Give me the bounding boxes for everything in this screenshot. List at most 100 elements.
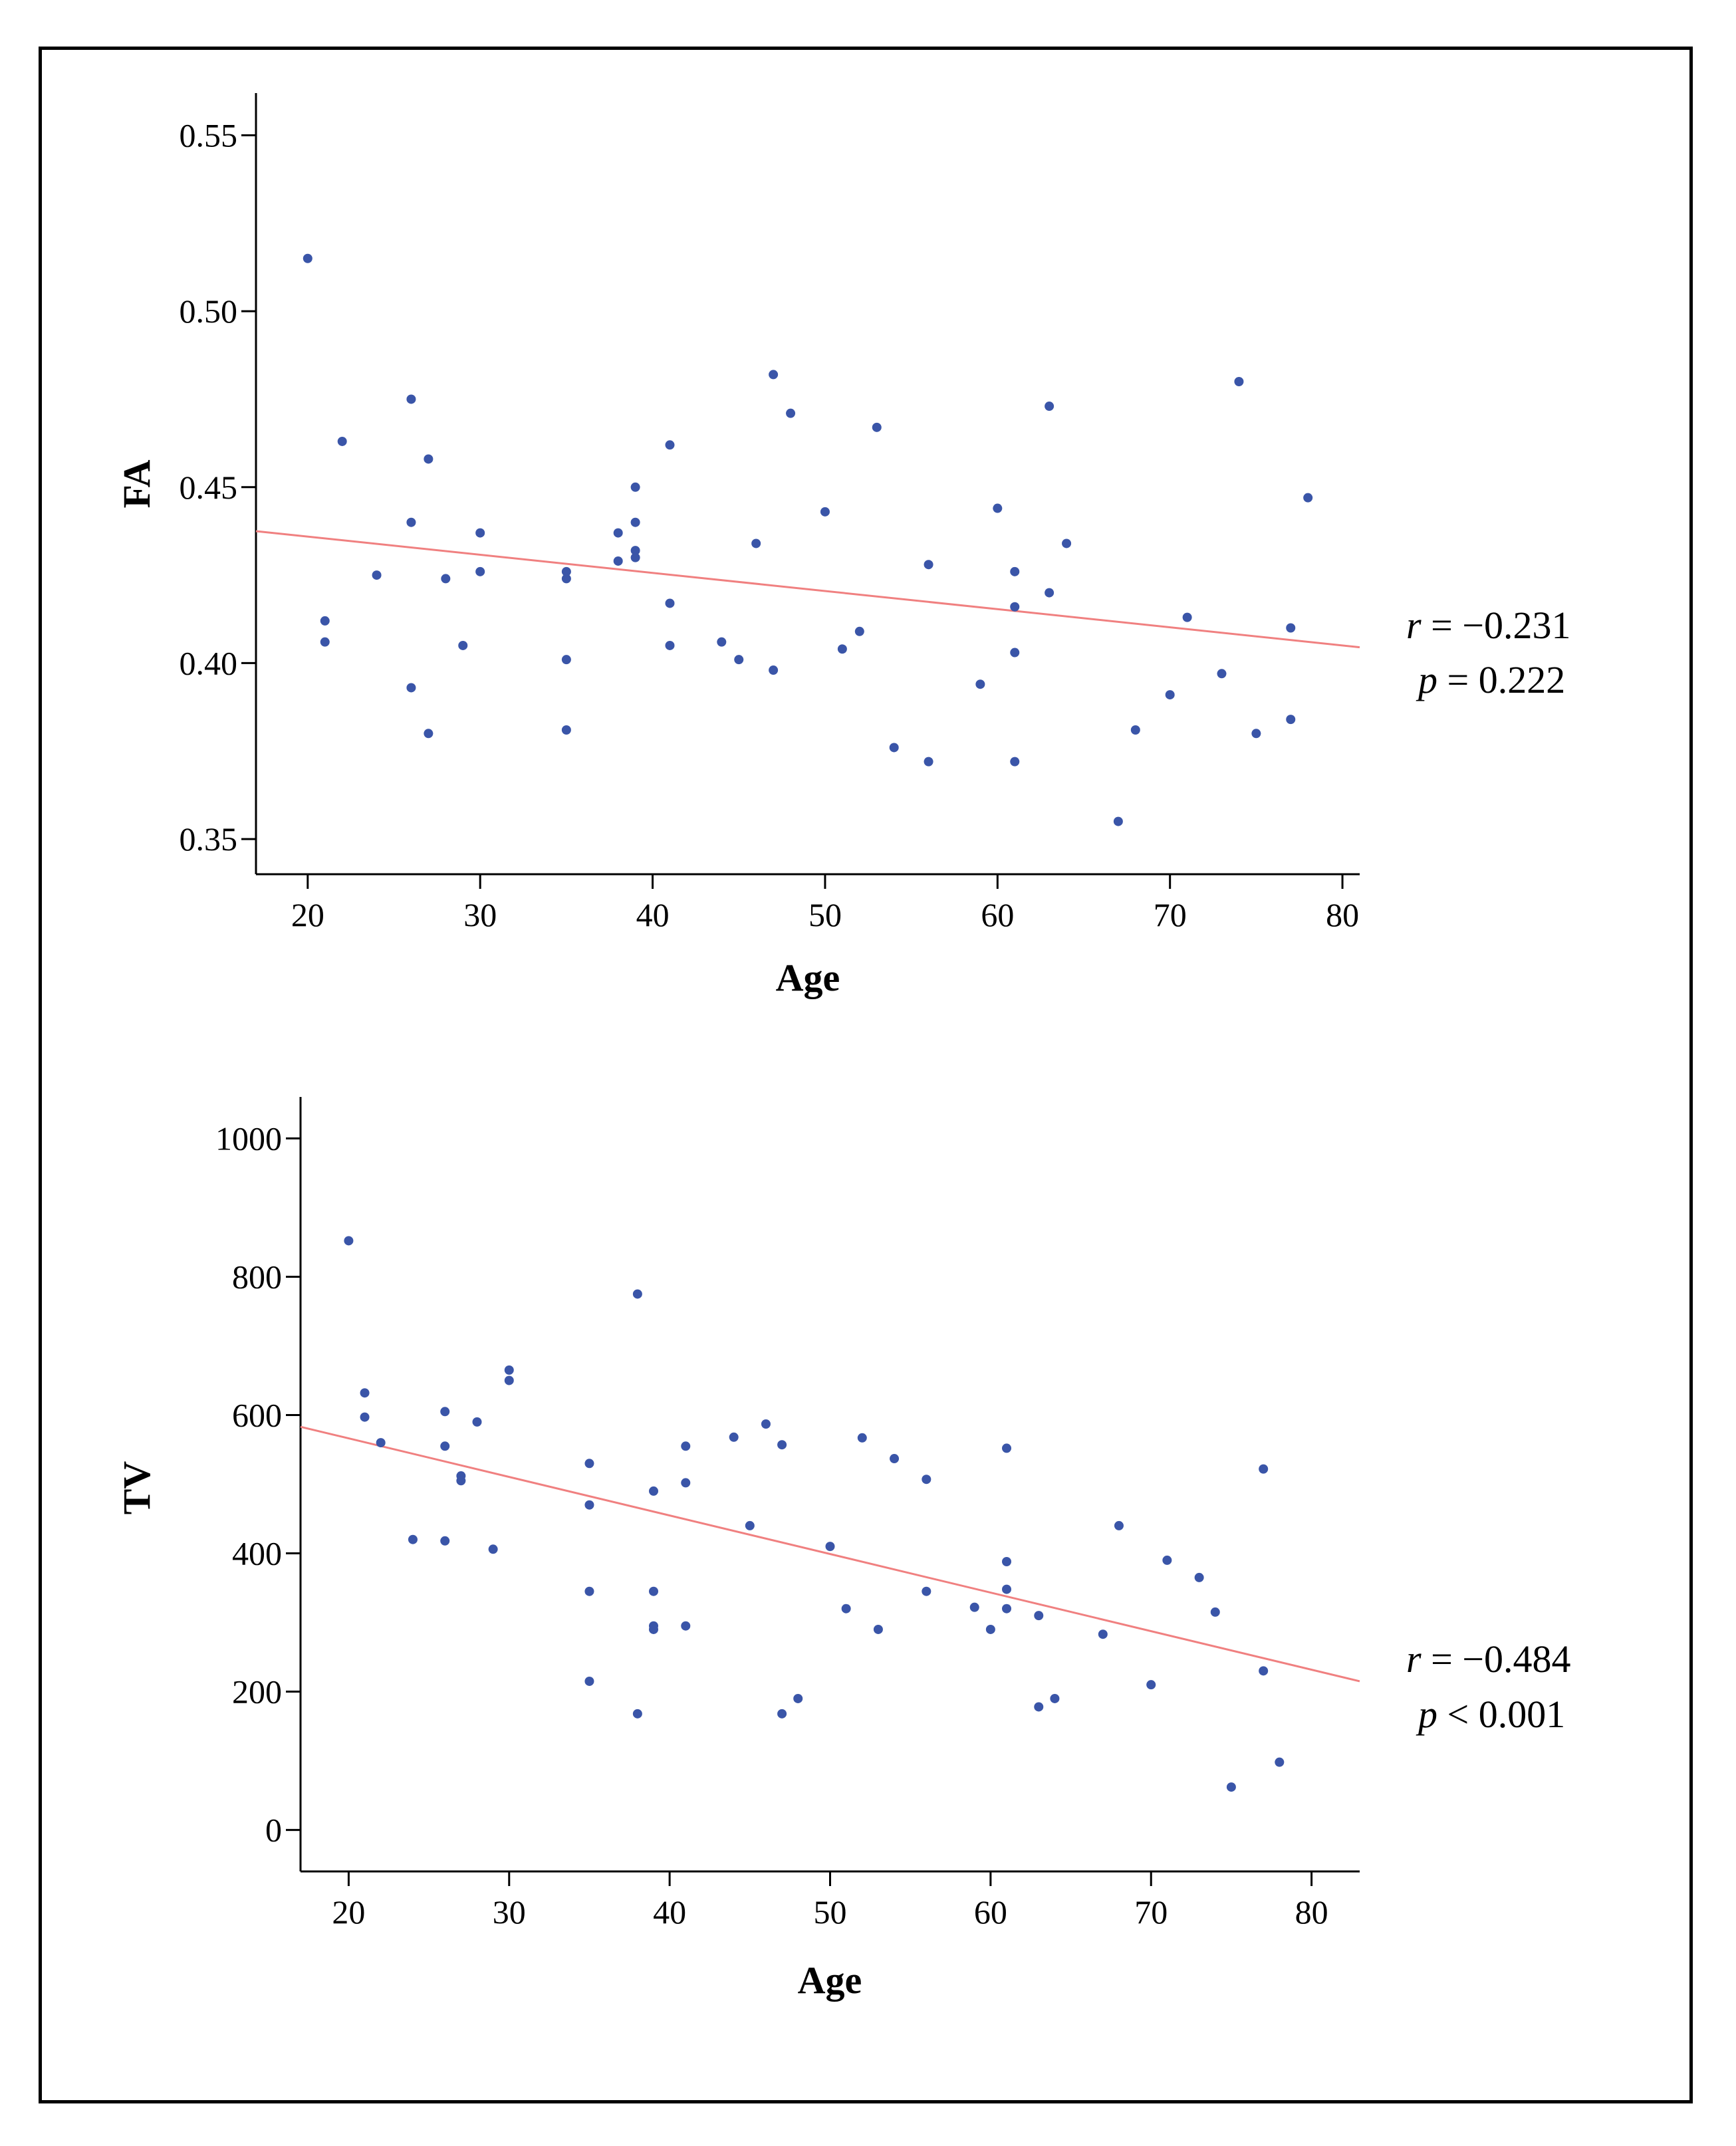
fa-data-point-25 [665, 598, 675, 608]
tv-data-point-10 [472, 1417, 482, 1427]
fa-data-point-16 [561, 655, 571, 665]
tv-data-point-4 [408, 1534, 418, 1544]
fa-r-value: = −0.231 [1422, 604, 1571, 647]
tv-x-tick-label-80: 80 [1295, 1893, 1328, 1931]
tv-data-point-7 [440, 1536, 450, 1546]
tv-x-tick-label-50: 50 [814, 1893, 847, 1931]
fa-data-point-13 [475, 566, 485, 576]
tv-data-point-12 [504, 1365, 514, 1375]
tv-regression-line [300, 1425, 1360, 1683]
tv-data-point-40 [969, 1602, 979, 1612]
tv-r-symbol: r [1406, 1637, 1422, 1681]
fa-r-symbol: r [1406, 604, 1422, 647]
tv-data-point-18 [632, 1289, 642, 1299]
tv-data-point-2 [360, 1412, 370, 1422]
fa-x-tick-label-70: 70 [1154, 896, 1187, 933]
fa-y-tick-label-0.50: 0.50 [180, 293, 238, 330]
figure-border [39, 47, 1693, 2103]
tv-x-ticks: 20 30 40 50 60 70 80 [332, 1871, 1328, 1931]
fa-p-symbol: p [1416, 658, 1437, 701]
fa-data-point-11 [458, 640, 468, 650]
fa-data-point-53 [1217, 669, 1227, 679]
tv-data-point-55 [1226, 1782, 1236, 1792]
tv-data-point-37 [890, 1454, 900, 1464]
tv-data-point-27 [729, 1432, 739, 1442]
tv-x-tick-label-30: 30 [493, 1893, 526, 1931]
fa-data-point-27 [717, 637, 727, 647]
tv-data-point-48 [1050, 1693, 1060, 1703]
fa-data-point-18 [613, 528, 623, 538]
tv-data-point-31 [777, 1709, 787, 1719]
tv-data-point-45 [1002, 1604, 1011, 1613]
fa-data-point-5 [406, 394, 416, 404]
fa-data-point-23 [630, 552, 640, 562]
fa-x-tick-label-20: 20 [291, 896, 324, 933]
fa-data-point-12 [475, 528, 485, 538]
tv-y-tick-label-200: 200 [232, 1673, 282, 1711]
fa-x-ticks: 20 30 40 50 60 70 80 [291, 874, 1359, 933]
tv-data-point-34 [841, 1604, 851, 1613]
tv-r-value: = −0.484 [1422, 1637, 1571, 1681]
fa-data-point-38 [924, 560, 933, 570]
tv-y-tick-label-800: 800 [232, 1258, 282, 1295]
fa-data-point-22 [630, 546, 640, 556]
fa-data-point-36 [872, 422, 882, 432]
tv-x-tick-label-70: 70 [1134, 1893, 1168, 1931]
fa-data-point-34 [837, 644, 847, 654]
tv-data-point-49 [1098, 1629, 1108, 1639]
tv-data-point-43 [1002, 1557, 1011, 1566]
tv-data-point-3 [376, 1438, 386, 1448]
tv-data-point-54 [1210, 1607, 1220, 1617]
tv-y-tick-label-0: 0 [265, 1812, 282, 1849]
tv-data-point-23 [649, 1624, 658, 1634]
tv-y-axis-title: TV [115, 1461, 158, 1515]
tv-data-point-24 [681, 1441, 691, 1451]
fa-x-tick-label-30: 30 [463, 896, 497, 933]
fa-y-tick-label-0.45: 0.45 [180, 469, 238, 506]
fa-p-stat: p = 0.222 [1416, 658, 1565, 701]
fa-data-point-45 [1010, 757, 1020, 767]
fa-p-value: = 0.222 [1437, 658, 1565, 701]
tv-data-point-52 [1162, 1555, 1172, 1565]
tv-data-point-35 [857, 1433, 867, 1443]
tv-data-point-36 [873, 1624, 883, 1634]
fa-data-point-17 [561, 725, 571, 735]
fa-data-point-0 [303, 253, 312, 263]
tv-y-ticks: 0 200 400 600 800 1000 [215, 1120, 301, 1849]
tv-y-tick-label-1000: 1000 [215, 1120, 282, 1157]
fa-data-point-2 [320, 637, 330, 647]
fa-y-tick-label-0.40: 0.40 [180, 644, 238, 681]
tv-y-tick-label-400: 400 [232, 1535, 282, 1572]
tv-data-point-19 [632, 1709, 642, 1719]
tv-data-point-15 [584, 1500, 594, 1510]
fa-data-point-52 [1182, 612, 1192, 622]
fa-x-tick-label-40: 40 [636, 896, 670, 933]
fa-data-point-14 [561, 566, 571, 576]
tv-data-point-26 [681, 1621, 691, 1631]
fa-data-point-44 [1010, 648, 1020, 657]
tv-data-point-51 [1146, 1680, 1156, 1690]
fa-data-point-21 [630, 517, 640, 527]
fa-data-points [303, 253, 1313, 826]
fa-data-point-48 [1062, 538, 1072, 548]
fa-data-point-55 [1251, 729, 1261, 739]
tv-data-point-33 [825, 1542, 835, 1552]
fa-data-point-56 [1286, 623, 1296, 633]
tv-data-point-17 [584, 1676, 594, 1686]
fa-data-point-6 [406, 517, 416, 527]
fa-data-point-51 [1165, 690, 1175, 700]
tv-x-tick-label-40: 40 [653, 1893, 686, 1931]
fa-data-point-4 [372, 570, 382, 580]
tv-data-point-42 [1002, 1443, 1011, 1453]
tv-data-point-5 [440, 1407, 450, 1417]
fa-data-point-32 [786, 408, 796, 418]
fa-data-point-33 [820, 507, 830, 517]
fa-data-point-35 [854, 626, 864, 636]
tv-data-point-20 [649, 1486, 658, 1496]
tv-p-symbol: p [1416, 1693, 1437, 1736]
fa-data-point-54 [1234, 377, 1244, 387]
fa-data-point-57 [1286, 715, 1296, 725]
tv-data-point-13 [504, 1375, 514, 1385]
tv-correlation-stat: r = −0.484 [1406, 1637, 1571, 1681]
